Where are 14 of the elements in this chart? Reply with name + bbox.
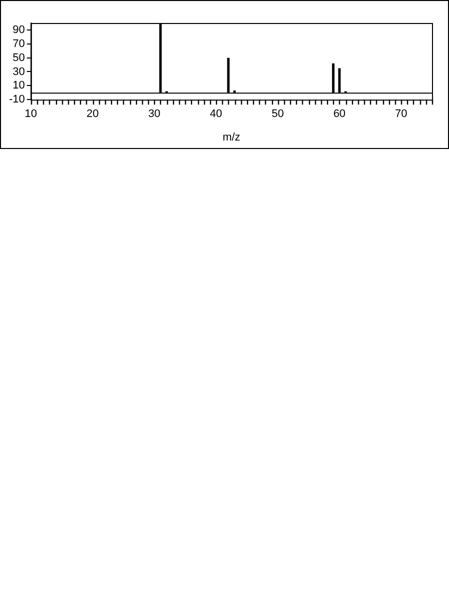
x-tick-label: 50 <box>272 108 284 120</box>
x-tick-label: 40 <box>210 108 222 120</box>
x-tick-label: 70 <box>395 108 408 120</box>
y-tick-label: -10 <box>8 94 25 106</box>
x-tick-label: 60 <box>333 108 346 120</box>
x-axis-title: m/z <box>222 131 240 144</box>
x-tick-label: 10 <box>24 108 38 120</box>
y-tick-label: 50 <box>12 52 25 64</box>
x-tick-label: 30 <box>148 108 160 120</box>
y-tick-label: 90 <box>12 24 25 36</box>
y-tick-label: 30 <box>12 66 25 78</box>
x-tick-label: 20 <box>86 108 99 120</box>
y-tick-label: 70 <box>12 38 25 50</box>
y-tick-label: 10 <box>12 80 25 92</box>
